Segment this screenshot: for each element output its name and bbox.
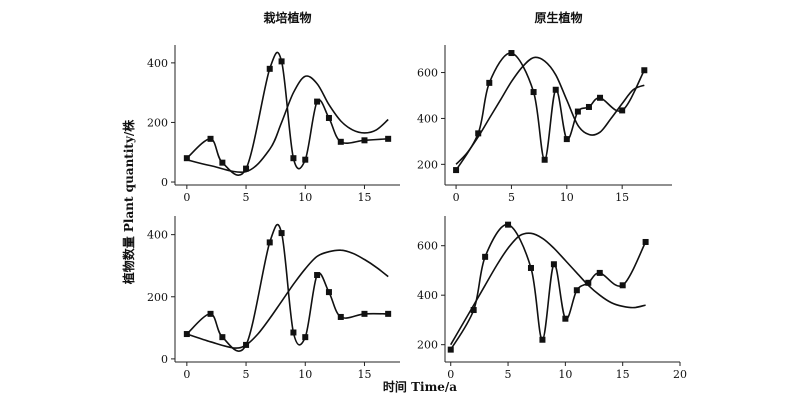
data-point-marker (505, 221, 512, 228)
data-point-marker (562, 315, 569, 322)
data-point-marker (508, 50, 515, 57)
data-point-marker (325, 114, 332, 121)
data-point-marker (470, 307, 477, 314)
y-tick-label: 200 (147, 291, 168, 304)
data-point-marker (530, 89, 537, 96)
y-tick-label: 0 (161, 353, 168, 366)
data-point-marker (183, 155, 190, 162)
data-point-marker (266, 239, 273, 246)
data-point-marker (453, 167, 460, 174)
data-point-marker (482, 253, 489, 260)
y-tick-label: 400 (147, 57, 168, 70)
x-tick-label: 15 (357, 368, 371, 381)
data-point-marker (619, 282, 626, 289)
x-tick-label: 0 (183, 191, 190, 204)
x-tick-label: 15 (616, 368, 630, 381)
data-point-marker (527, 264, 534, 271)
data-point-marker (563, 136, 570, 143)
x-tick-label: 10 (560, 191, 574, 204)
x-tick-label: 5 (243, 368, 250, 381)
y-tick-label: 600 (417, 240, 438, 253)
y-tick-label: 400 (417, 289, 438, 302)
x-tick-label: 0 (183, 368, 190, 381)
y-tick-label: 0 (161, 176, 168, 189)
y-tick-label: 200 (417, 158, 438, 171)
y-tick-label: 400 (147, 229, 168, 242)
data-point-marker (278, 58, 285, 65)
data-point-marker (243, 165, 250, 172)
data-point-marker (290, 329, 297, 336)
data-point-marker (302, 334, 309, 341)
data-point-marker (573, 287, 580, 294)
x-tick-label: 0 (447, 368, 454, 381)
data-point-marker (361, 137, 368, 144)
data-point-marker (302, 156, 309, 163)
data-point-marker (325, 289, 332, 296)
x-axis-title: 时间 Time/a (383, 379, 457, 394)
data-point-marker (278, 230, 285, 237)
data-point-marker (207, 135, 214, 142)
x-tick-label: 5 (243, 191, 250, 204)
data-point-marker (475, 130, 482, 137)
x-tick-label: 15 (357, 191, 371, 204)
data-point-marker (619, 107, 626, 114)
y-axis-title: 植物数量 Plant quantity/株 (121, 119, 136, 286)
y-tick-label: 600 (417, 67, 438, 80)
fitted-series-line (186, 75, 389, 173)
data-point-marker (585, 103, 592, 110)
data-point-marker (219, 159, 226, 166)
x-tick-label: 20 (673, 368, 687, 381)
data-point-marker (642, 238, 649, 245)
panel-2: 0 5 10 15 200 400 600 原生植物 (417, 10, 672, 204)
data-point-marker (266, 65, 273, 72)
data-point-marker (541, 156, 548, 163)
panel-4: 0 5 10 15 20 200 400 600 (417, 216, 687, 381)
data-point-marker (337, 313, 344, 320)
data-point-marker (596, 269, 603, 276)
data-point-marker (539, 336, 546, 343)
data-point-marker (207, 310, 214, 317)
data-point-marker (290, 155, 297, 162)
data-point-marker (337, 138, 344, 145)
data-point-marker (641, 67, 648, 74)
y-tick-label: 200 (147, 116, 168, 129)
fitted-series-line (450, 232, 646, 346)
x-tick-label: 10 (298, 191, 312, 204)
data-point-marker (574, 108, 581, 115)
fitted-series-line (455, 56, 645, 165)
data-point-marker (314, 272, 321, 279)
data-point-marker (486, 79, 493, 86)
y-tick-label: 200 (417, 339, 438, 352)
data-point-marker (385, 135, 392, 142)
data-point-marker (597, 94, 604, 101)
x-tick-label: 10 (558, 368, 572, 381)
data-point-marker (552, 86, 559, 93)
panel-3: 0 5 10 15 0 200 400 (147, 216, 400, 381)
x-tick-label: 10 (298, 368, 312, 381)
data-point-marker (219, 334, 226, 341)
data-point-marker (447, 346, 454, 353)
panel-1: 0 5 10 15 0 200 400 栽培植物 (147, 10, 400, 204)
data-point-marker (585, 279, 592, 286)
x-tick-label: 5 (505, 368, 512, 381)
y-tick-label: 400 (417, 112, 438, 125)
data-point-marker (550, 261, 557, 268)
data-point-marker (385, 310, 392, 317)
panel-title: 原生植物 (534, 10, 582, 25)
x-tick-label: 5 (508, 191, 515, 204)
observed-series-line (186, 223, 389, 352)
fitted-series-line (186, 249, 389, 349)
x-tick-label: 15 (615, 191, 629, 204)
observed-series-line (186, 51, 389, 176)
x-tick-label: 0 (453, 191, 460, 204)
data-point-marker (314, 98, 321, 105)
panel-title: 栽培植物 (263, 10, 311, 25)
data-point-marker (361, 310, 368, 317)
